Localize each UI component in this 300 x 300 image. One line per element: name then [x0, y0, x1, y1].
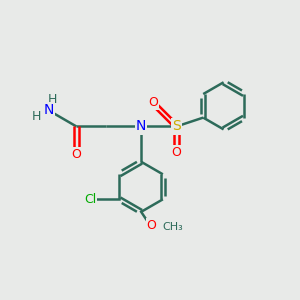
Text: Cl: Cl	[84, 193, 96, 206]
Text: O: O	[148, 96, 158, 110]
Text: CH₃: CH₃	[162, 222, 183, 232]
Text: N: N	[43, 103, 54, 117]
Text: N: N	[136, 119, 146, 134]
Text: H: H	[48, 93, 58, 106]
Text: O: O	[172, 146, 182, 159]
Text: O: O	[146, 219, 156, 232]
Text: S: S	[172, 119, 181, 134]
Text: O: O	[71, 148, 81, 161]
Text: H: H	[32, 110, 41, 123]
